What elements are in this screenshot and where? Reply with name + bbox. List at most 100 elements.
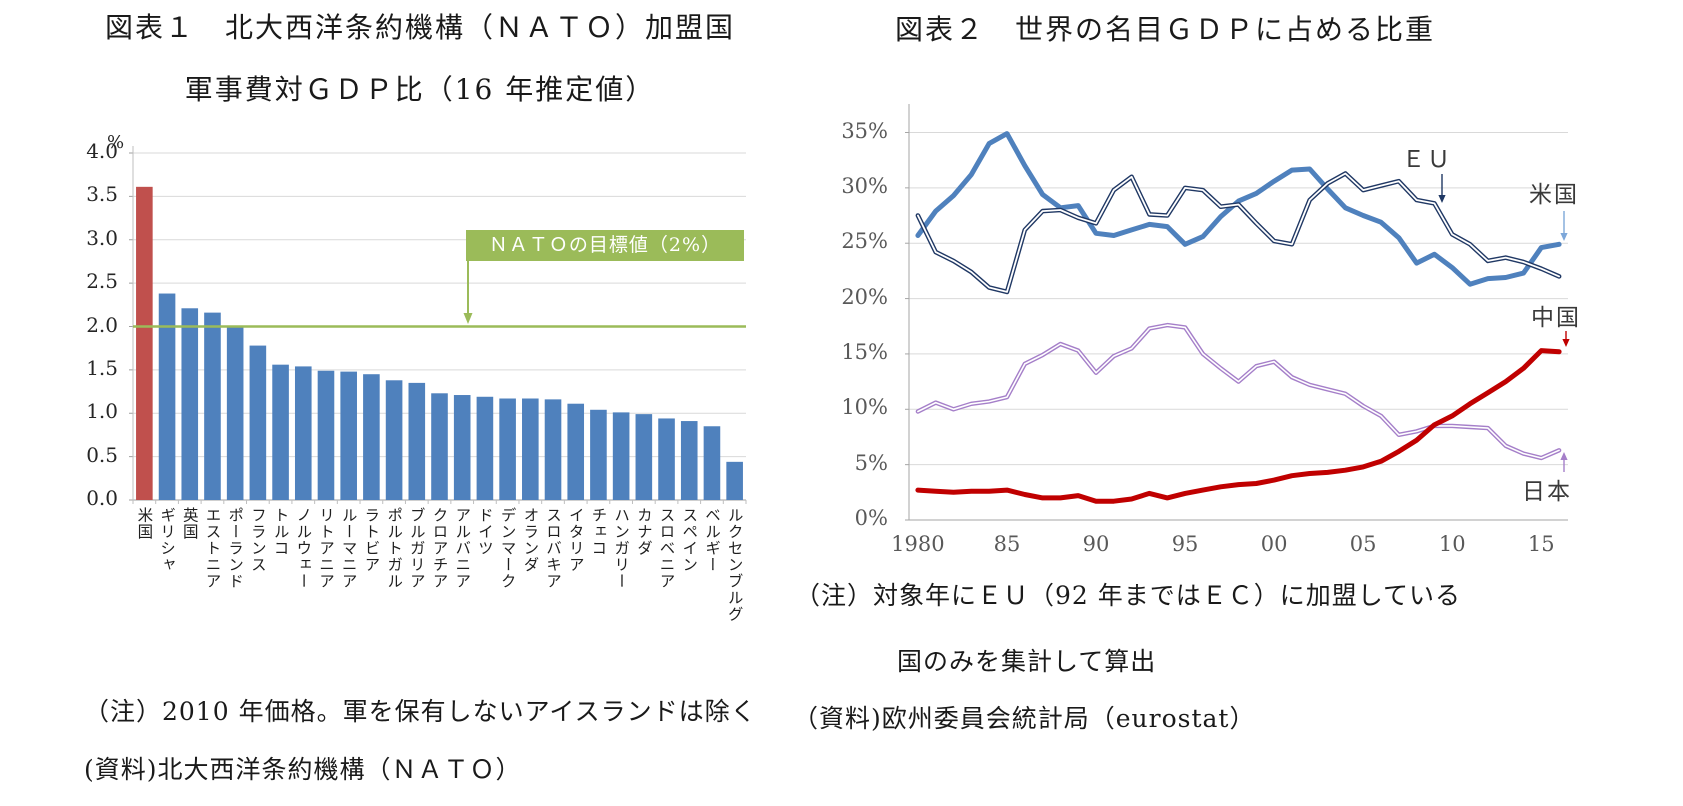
fig1-ytick-label: 0.5 [86,442,118,467]
fig2-note-line1: （注）対象年にＥＵ（92 年まではＥＣ）に加盟している [795,581,1462,610]
bar-ノルウェー [294,366,312,500]
fig2-ytick-label: 10% [841,395,888,420]
fig2-xtick-label: 10 [1438,532,1466,556]
bar-スロベニア [658,418,675,500]
nato-target-annotation: ＮＡＴＯの目標値（2%） [466,230,744,261]
fig2-ytick-label: 30% [841,173,888,198]
fig2-xtick-label: 00 [1260,532,1288,556]
fig1-note: （注）2010 年価格。軍を保有しないアイスランドは除く [84,697,757,726]
fig2-ytick-label: 15% [841,339,888,364]
bar-リトアニア [317,370,335,500]
fig1-title-line2: 軍事費対ＧＤＰ比（16 年推定値） [184,73,656,106]
fig1-category-label: チェコ [589,507,608,557]
fig2-xtick-label: 05 [1349,532,1377,556]
fig2-title: 図表２ 世界の名目ＧＤＰに占める比重 [894,13,1435,46]
fig1-category-label: ドイツ [475,507,494,557]
fig1-title-line1: 図表１ 北大西洋条約機構（ＮＡＴＯ）加盟国 [104,11,735,44]
bar-米国 [136,186,153,500]
fig1-ytick-label: 2.0 [86,312,118,337]
bar-アルバニア [453,395,471,500]
bar-ルクセンブルグ [726,461,743,500]
fig1-category-label: 英国 [180,507,199,540]
fig1-category-label: ポーランド [226,507,245,590]
fig1-category-label: ギリシャ [158,507,177,573]
fig2-note-line2: 国のみを集計して算出 [897,647,1157,676]
fig2-xtick-label: 1980 [891,532,945,556]
fig1-category-label: ベルギー [702,507,721,573]
us-pointer-arrow-head-icon [1560,233,1568,241]
bar-ラトビア [363,374,380,500]
china-pointer-arrow-head-icon [1562,339,1570,347]
series-line-日本 [915,322,1562,461]
fig1-yaxis-unit: % [107,132,125,153]
bar-ブルガリア [408,382,426,500]
fig2-source: （資料)欧州委員会統計局（eurostat） [793,704,1256,733]
fig1-ytick-label: 1.0 [86,399,118,424]
fig1-category-label: イタリア [566,507,585,573]
series-line-ＥＵ [915,171,1562,295]
series-line-米国 [915,131,1562,287]
fig1-ytick-label: 4.0 [86,139,118,163]
fig1-source: (資料)北大西洋条約機構（ＮＡＴＯ） [84,755,522,784]
fig1-category-label: リトアニア [316,507,335,590]
fig1-ytick-label: 3.0 [86,225,118,250]
fig1-category-label: デンマーク [498,507,517,590]
us-series-label: 米国 [1529,182,1579,208]
bar-スペイン [680,421,698,500]
fig1-category-label: トルコ [271,507,290,557]
china-series-label: 中国 [1531,305,1581,331]
fig1-ytick-label: 2.5 [86,269,118,294]
fig2-xtick-label: 85 [993,532,1021,556]
fig2-ytick-label: 5% [854,450,888,475]
bar-ポーランド [226,326,244,500]
fig1-category-label: ラトビア [362,507,381,573]
fig1-category-label: カナダ [634,507,653,557]
fig2-ytick-label: 35% [841,118,888,143]
fig1-ytick-label: 0.0 [86,486,118,510]
fig1-category-label: ルクセンブルグ [725,507,744,623]
series-line-中国 [915,348,1562,504]
fig1-category-label: スペイン [680,507,699,573]
bar-トルコ [272,364,289,500]
bar-ハンガリー [612,412,630,500]
fig1-category-label: ブルガリア [407,507,426,590]
fig2-xtick-label: 90 [1082,532,1110,556]
target-arrow-head-icon [463,313,473,324]
fig1-category-label: ポルトガル [385,507,404,590]
series-line-inner-ＥＵ [917,172,1560,293]
eu-series-label: ＥＵ [1402,147,1452,173]
fig1-category-label: スロバキア [544,507,563,590]
bar-スロバキア [544,399,562,500]
bar-チェコ [590,409,607,500]
bar-カナダ [635,414,653,500]
fig1-category-label: ハンガリー [612,507,631,590]
bar-英国 [181,308,199,500]
fig1-category-label: ルーマニア [339,507,358,590]
bar-ドイツ [476,396,494,500]
bar-フランス [249,345,267,500]
fig1-ytick-label: 3.5 [86,182,118,207]
fig2-ytick-label: 25% [841,229,888,254]
eu-pointer-arrow-head-icon [1438,195,1446,203]
bar-ベルギー [703,426,721,500]
fig2-ytick-label: 0% [854,506,888,530]
fig1-category-label: スロベニア [657,507,676,590]
fig1-category-label: ノルウェー [294,507,313,590]
fig1-category-label: フランス [248,507,267,573]
japan-pointer-arrow-head-icon [1560,452,1568,460]
fig1-category-label: 米国 [135,507,154,540]
bar-エストニア [204,312,221,500]
bar-ギリシャ [158,293,176,500]
fig1-category-label: エストニア [203,507,222,590]
fig2-xtick-label: 95 [1171,532,1199,556]
bar-ポルトガル [385,380,403,500]
series-line-inner-日本 [917,324,1560,459]
bar-デンマーク [499,398,516,500]
fig1-category-label: クロアチア [430,507,449,590]
bar-ルーマニア [340,371,357,500]
bar-イタリア [567,403,585,500]
bar-クロアチア [431,393,448,500]
fig1-ytick-label: 1.5 [86,355,118,380]
